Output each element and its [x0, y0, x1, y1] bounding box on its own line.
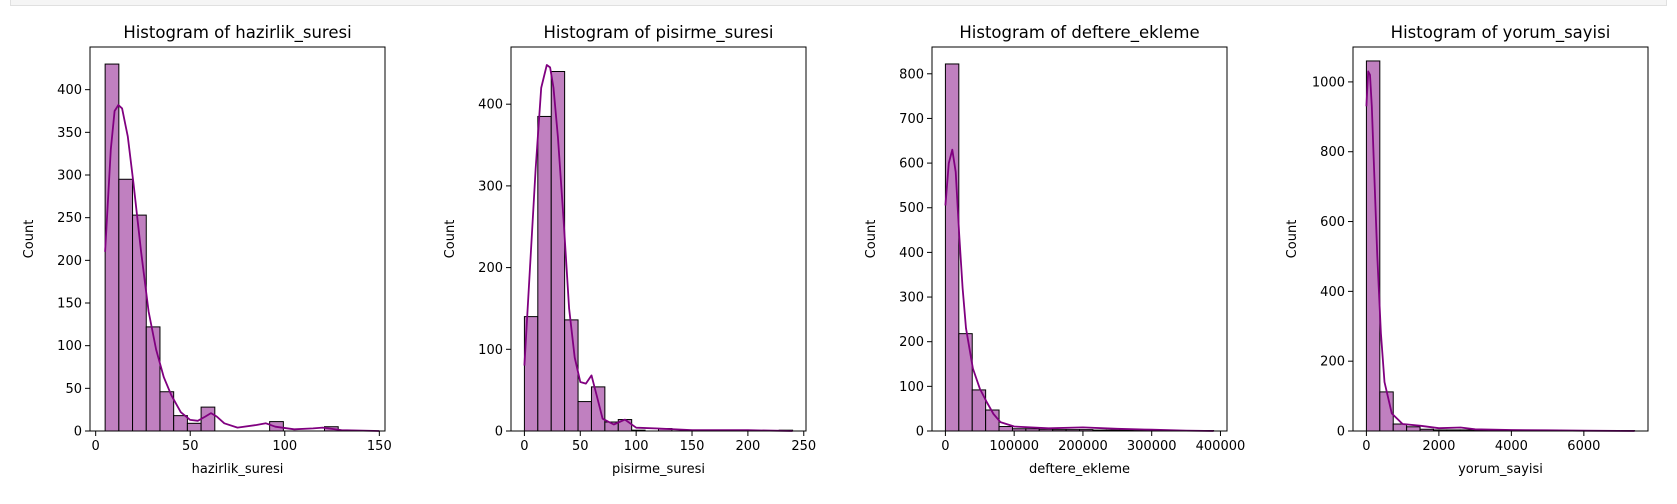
chart-1-bar [104, 63, 120, 432]
chart-2-x-tick-label: 50 [572, 439, 589, 454]
chart-2-bar [577, 401, 592, 432]
chart-4-x-tick-label: 2000 [1422, 439, 1455, 454]
chart-1-y-tick-label: 300 [57, 169, 82, 184]
chart-2-y-tick-label: 0 [495, 425, 503, 440]
chart-4-y-axis-label: Count [1285, 220, 1300, 259]
chart-1-y-tick-label: 200 [57, 254, 82, 269]
chart-2-bar [564, 319, 579, 432]
chart-2-y-tick-label: 200 [478, 261, 503, 276]
chart-2-bar [550, 71, 566, 432]
chart-3-y-tick-label: 600 [899, 157, 924, 172]
chart-4-bar [1406, 426, 1421, 432]
chart-4-x-tick-label: 4000 [1495, 439, 1528, 454]
chart-3-x-tick-label: 400000 [1196, 439, 1246, 454]
chart-2-y-tick-label: 400 [478, 98, 503, 113]
chart-1-y-tick-label: 350 [57, 126, 82, 141]
chart-2-x-tick-label: 150 [680, 439, 705, 454]
chart-3-y-tick-label: 100 [899, 380, 924, 395]
chart-1-bar [159, 391, 175, 432]
chart-4-y-tick-label: 1000 [1312, 75, 1345, 90]
chart-2-title: Histogram of pisirme_suresi [543, 23, 773, 43]
chart-1-y-tick-label: 150 [57, 297, 82, 312]
chart-1-bar [118, 178, 134, 432]
chart-1-bar [173, 415, 188, 432]
chart-2-y-axis-label: Count [443, 220, 458, 259]
chart-3-y-tick-label: 700 [899, 112, 924, 127]
chart-1-bar [145, 326, 161, 432]
chart-4-y-tick-label: 800 [1320, 145, 1345, 160]
chart-4-y-tick-label: 200 [1320, 355, 1345, 370]
chart-1-y-tick-label: 100 [57, 339, 82, 354]
chart-4-y-tick-label: 400 [1320, 285, 1345, 300]
chart-1-bar [186, 422, 202, 432]
chart-3-y-tick-label: 800 [899, 67, 924, 82]
chart-3-title: Histogram of deftere_ekleme [959, 23, 1199, 43]
chart-4-kde-line [1365, 70, 1635, 432]
chart-1-axes-frame [89, 46, 386, 432]
chart-3-y-tick-label: 200 [899, 335, 924, 350]
chart-2-bar [590, 386, 606, 432]
chart-4-y-tick-label: 0 [1337, 425, 1345, 440]
chart-2-x-axis-label: pisirme_suresi [612, 462, 705, 477]
chart-1-kde-line [104, 104, 380, 432]
chart-2-x-tick-label: 0 [520, 439, 528, 454]
chart-2-kde-line [523, 64, 793, 432]
chart-3-x-tick-label: 0 [941, 439, 949, 454]
chart-1-y-tick-label: 0 [74, 425, 82, 440]
chart-2-x-tick-label: 250 [791, 439, 816, 454]
chart-1-x-axis-label: hazirlik_suresi [192, 462, 284, 477]
chart-1-title: Histogram of hazirlik_suresi [123, 23, 351, 43]
chart-4-x-tick-label: 6000 [1567, 439, 1600, 454]
chart-1-x-tick-label: 100 [272, 439, 297, 454]
chart-1-bar [200, 406, 216, 432]
chart-1-y-tick-label: 250 [57, 211, 82, 226]
chart-2-x-tick-label: 100 [624, 439, 649, 454]
chart-3-bar [998, 426, 1013, 432]
chart-2-bar [537, 115, 552, 432]
chart-1-x-tick-label: 0 [92, 439, 100, 454]
chart-3-x-tick-label: 300000 [1127, 439, 1177, 454]
chart-2-x-tick-label: 200 [735, 439, 760, 454]
chart-3-axes-frame [931, 46, 1228, 432]
chart-3-x-tick-label: 200000 [1058, 439, 1108, 454]
chart-4-title: Histogram of yorum_sayisi [1391, 23, 1611, 43]
chart-3-y-axis-label: Count [864, 220, 879, 259]
chart-3-y-tick-label: 400 [899, 246, 924, 261]
chart-2-y-tick-label: 300 [478, 179, 503, 194]
chart-3-y-tick-label: 500 [899, 201, 924, 216]
chart-1-y-axis-label: Count [22, 220, 37, 259]
chart-3-y-tick-label: 0 [916, 425, 924, 440]
notebook-cell-top-border [10, 0, 1667, 6]
chart-1-y-tick-label: 50 [65, 382, 82, 397]
chart-4-x-axis-label: yorum_sayisi [1458, 462, 1543, 477]
chart-3-x-tick-label: 100000 [989, 439, 1039, 454]
chart-3-kde-line [944, 148, 1214, 432]
chart-4-axes-frame [1352, 46, 1649, 432]
chart-1-y-tick-label: 400 [57, 83, 82, 98]
chart-3-y-tick-label: 300 [899, 291, 924, 306]
chart-4-y-tick-label: 600 [1320, 215, 1345, 230]
chart-1-bar [132, 214, 147, 432]
chart-1-x-tick-label: 50 [182, 439, 199, 454]
chart-3-bar [944, 63, 960, 432]
chart-1-x-tick-label: 150 [367, 439, 392, 454]
chart-3-x-axis-label: deftere_ekleme [1029, 462, 1130, 477]
chart-2-y-tick-label: 100 [478, 343, 503, 358]
chart-4-x-tick-label: 0 [1362, 439, 1370, 454]
chart-2-axes-frame [510, 46, 807, 432]
